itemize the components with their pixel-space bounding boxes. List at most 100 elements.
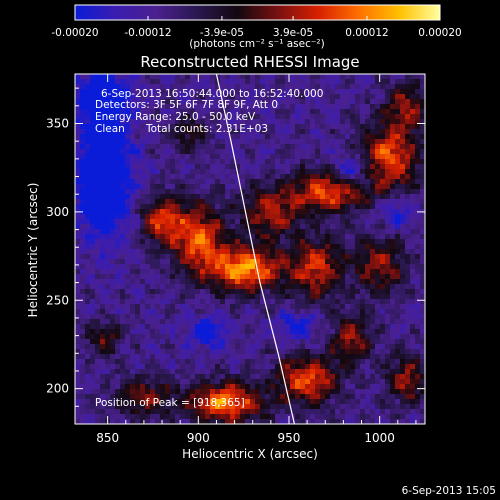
heatmap-cell bbox=[230, 179, 236, 185]
heatmap-cell bbox=[250, 234, 256, 240]
heatmap-cell bbox=[100, 344, 106, 350]
heatmap-cell bbox=[340, 339, 346, 345]
heatmap-cell bbox=[250, 119, 256, 125]
heatmap-cell bbox=[250, 354, 256, 360]
heatmap-cell bbox=[210, 99, 216, 105]
heatmap-cell bbox=[240, 329, 246, 335]
heatmap-cell bbox=[85, 309, 91, 315]
heatmap-cell bbox=[225, 104, 231, 110]
heatmap-cell bbox=[375, 414, 381, 420]
heatmap-cell bbox=[305, 144, 311, 150]
heatmap-cell bbox=[395, 204, 401, 210]
heatmap-cell bbox=[165, 204, 171, 210]
heatmap-cell bbox=[100, 289, 106, 295]
heatmap-cell bbox=[170, 394, 176, 400]
heatmap-cell bbox=[215, 279, 221, 285]
heatmap-cell bbox=[155, 89, 161, 95]
heatmap-cell bbox=[355, 234, 361, 240]
heatmap-cell bbox=[185, 404, 191, 410]
heatmap-cell bbox=[355, 204, 361, 210]
heatmap-cell bbox=[350, 164, 356, 170]
heatmap-cell bbox=[365, 104, 371, 110]
heatmap-cell bbox=[250, 114, 256, 120]
heatmap-cell bbox=[345, 199, 351, 205]
heatmap-cell bbox=[90, 114, 96, 120]
heatmap-cell bbox=[310, 314, 316, 320]
heatmap-cell bbox=[410, 189, 416, 195]
heatmap-cell bbox=[225, 229, 231, 235]
heatmap-cell bbox=[200, 229, 206, 235]
heatmap-cell bbox=[180, 189, 186, 195]
heatmap-cell bbox=[225, 294, 231, 300]
heatmap-cell bbox=[100, 284, 106, 290]
heatmap-cell bbox=[115, 384, 121, 390]
heatmap-cell bbox=[325, 304, 331, 310]
heatmap-cell bbox=[120, 114, 126, 120]
heatmap-cell bbox=[400, 124, 406, 130]
heatmap-cell bbox=[215, 154, 221, 160]
heatmap-cell bbox=[245, 174, 251, 180]
heatmap-cell bbox=[415, 164, 421, 170]
heatmap-cell bbox=[345, 399, 351, 405]
heatmap-cell bbox=[130, 124, 136, 130]
heatmap-cell bbox=[340, 139, 346, 145]
heatmap-cell bbox=[160, 249, 166, 255]
heatmap-cell bbox=[415, 244, 421, 250]
heatmap-cell bbox=[100, 139, 106, 145]
heatmap-cell bbox=[155, 329, 161, 335]
heatmap-cell bbox=[265, 229, 271, 235]
heatmap-cell bbox=[360, 224, 366, 230]
heatmap-cell bbox=[180, 359, 186, 365]
heatmap-cell bbox=[415, 109, 421, 115]
heatmap-cell bbox=[345, 279, 351, 285]
heatmap-cell bbox=[345, 119, 351, 125]
heatmap-cell bbox=[210, 89, 216, 95]
heatmap-cell bbox=[120, 224, 126, 230]
heatmap-cell bbox=[380, 344, 386, 350]
heatmap-cell bbox=[130, 84, 136, 90]
heatmap-cell bbox=[420, 109, 425, 115]
heatmap-cell bbox=[205, 259, 211, 265]
heatmap-cell bbox=[360, 99, 366, 105]
heatmap-cell bbox=[335, 199, 341, 205]
heatmap-cell bbox=[325, 264, 331, 270]
heatmap-cell bbox=[400, 74, 406, 80]
heatmap-cell bbox=[155, 399, 161, 405]
heatmap-cell bbox=[205, 319, 211, 325]
heatmap-cell bbox=[145, 194, 151, 200]
heatmap-cell bbox=[175, 159, 181, 165]
heatmap-cell bbox=[340, 204, 346, 210]
heatmap-cell bbox=[235, 124, 241, 130]
heatmap-cell bbox=[265, 419, 271, 424]
heatmap-cell bbox=[355, 369, 361, 375]
heatmap-cell bbox=[365, 409, 371, 415]
heatmap-cell bbox=[95, 244, 101, 250]
heatmap-cell bbox=[160, 189, 166, 195]
heatmap-cell bbox=[140, 374, 146, 380]
heatmap-cell bbox=[195, 204, 201, 210]
heatmap-cell bbox=[260, 304, 266, 310]
heatmap-cell bbox=[285, 274, 291, 280]
heatmap-cell bbox=[180, 104, 186, 110]
heatmap-cell bbox=[400, 129, 406, 135]
heatmap-cell bbox=[305, 244, 311, 250]
heatmap-cell bbox=[370, 119, 376, 125]
heatmap-cell bbox=[355, 209, 361, 215]
heatmap-cell bbox=[120, 209, 126, 215]
heatmap-cell bbox=[355, 129, 361, 135]
heatmap-cell bbox=[95, 399, 101, 405]
heatmap-cell bbox=[215, 164, 221, 170]
heatmap-cell bbox=[390, 239, 396, 245]
heatmap-cell bbox=[105, 134, 111, 140]
heatmap-cell bbox=[405, 149, 411, 155]
heatmap-cell bbox=[315, 164, 321, 170]
heatmap-cell bbox=[80, 129, 86, 135]
heatmap-cell bbox=[170, 89, 176, 95]
heatmap-cell bbox=[350, 399, 356, 405]
heatmap-cell bbox=[135, 364, 141, 370]
heatmap-cell bbox=[315, 229, 321, 235]
heatmap-cell bbox=[380, 394, 386, 400]
heatmap-cell bbox=[155, 119, 161, 125]
heatmap-cell bbox=[350, 409, 356, 415]
heatmap-cell bbox=[405, 134, 411, 140]
